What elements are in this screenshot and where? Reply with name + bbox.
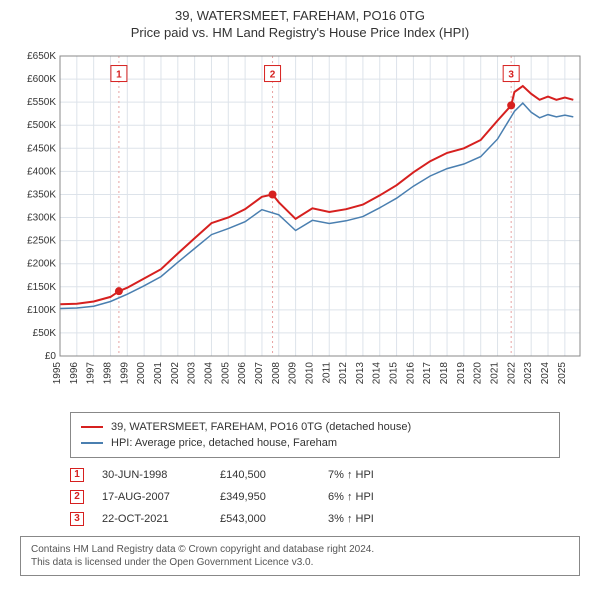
svg-text:2012: 2012 xyxy=(338,362,349,385)
svg-text:2025: 2025 xyxy=(557,362,568,385)
sales-row: 1 30-JUN-1998 £140,500 7% ↑ HPI xyxy=(70,464,560,486)
svg-text:2017: 2017 xyxy=(422,362,433,385)
svg-text:£450K: £450K xyxy=(27,143,56,154)
svg-text:2007: 2007 xyxy=(254,362,265,385)
title-line-2: Price paid vs. HM Land Registry's House … xyxy=(10,25,590,40)
svg-text:£0: £0 xyxy=(45,351,57,362)
svg-text:2016: 2016 xyxy=(405,362,416,385)
svg-text:2006: 2006 xyxy=(237,362,248,385)
svg-text:2023: 2023 xyxy=(523,362,534,385)
legend-swatch xyxy=(81,426,103,428)
svg-text:1: 1 xyxy=(116,70,122,81)
svg-text:2005: 2005 xyxy=(220,362,231,385)
sales-row: 2 17-AUG-2007 £349,950 6% ↑ HPI xyxy=(70,486,560,508)
sale-date: 17-AUG-2007 xyxy=(102,486,202,508)
price-chart: £0 £50K £100K £150K £200K £250K £300K £350K £400… xyxy=(10,46,590,406)
svg-text:2004: 2004 xyxy=(203,362,214,385)
svg-text:2014: 2014 xyxy=(372,362,383,385)
sale-pct: 7% ↑ HPI xyxy=(328,464,408,486)
titles: 39, WATERSMEET, FAREHAM, PO16 0TG Price … xyxy=(10,8,590,40)
footnote-line-2: This data is licensed under the Open Gov… xyxy=(31,556,569,569)
sale-price: £349,950 xyxy=(220,486,310,508)
svg-text:2015: 2015 xyxy=(389,362,400,385)
svg-text:3: 3 xyxy=(508,70,514,81)
svg-text:2024: 2024 xyxy=(540,362,551,385)
footnote-line-1: Contains HM Land Registry data © Crown c… xyxy=(31,543,569,556)
sale-marker-icon: 3 xyxy=(70,512,84,526)
svg-text:2008: 2008 xyxy=(271,362,282,385)
svg-text:2009: 2009 xyxy=(288,362,299,385)
legend-item: HPI: Average price, detached house, Fare… xyxy=(81,435,549,451)
svg-text:2022: 2022 xyxy=(506,362,517,385)
legend: 39, WATERSMEET, FAREHAM, PO16 0TG (detac… xyxy=(70,412,560,458)
svg-text:2019: 2019 xyxy=(456,362,467,385)
svg-text:1998: 1998 xyxy=(102,362,113,385)
svg-text:1997: 1997 xyxy=(86,362,97,385)
svg-text:2000: 2000 xyxy=(136,362,147,385)
svg-text:2: 2 xyxy=(270,70,276,81)
svg-text:£300K: £300K xyxy=(27,213,56,224)
svg-text:2013: 2013 xyxy=(355,362,366,385)
sale-marker-icon: 2 xyxy=(70,490,84,504)
svg-text:2010: 2010 xyxy=(304,362,315,385)
svg-text:£250K: £250K xyxy=(27,236,56,247)
svg-text:2001: 2001 xyxy=(153,362,164,385)
svg-text:£350K: £350K xyxy=(27,189,56,200)
svg-text:2020: 2020 xyxy=(473,362,484,385)
svg-text:£50K: £50K xyxy=(33,328,57,339)
legend-swatch xyxy=(81,442,103,444)
legend-label: HPI: Average price, detached house, Fare… xyxy=(111,435,337,451)
chart-container: 39, WATERSMEET, FAREHAM, PO16 0TG Price … xyxy=(0,0,600,582)
sales-table: 1 30-JUN-1998 £140,500 7% ↑ HPI 2 17-AUG… xyxy=(70,464,560,530)
svg-text:£150K: £150K xyxy=(27,282,56,293)
svg-text:1995: 1995 xyxy=(52,362,63,385)
svg-text:2021: 2021 xyxy=(490,362,501,385)
svg-text:£600K: £600K xyxy=(27,74,56,85)
legend-label: 39, WATERSMEET, FAREHAM, PO16 0TG (detac… xyxy=(111,419,411,435)
svg-text:2003: 2003 xyxy=(187,362,198,385)
svg-text:£200K: £200K xyxy=(27,259,56,270)
svg-text:2018: 2018 xyxy=(439,362,450,385)
svg-text:2011: 2011 xyxy=(321,362,332,384)
sale-price: £140,500 xyxy=(220,464,310,486)
sale-pct: 3% ↑ HPI xyxy=(328,508,408,530)
sale-date: 22-OCT-2021 xyxy=(102,508,202,530)
svg-text:2002: 2002 xyxy=(170,362,181,385)
title-line-1: 39, WATERSMEET, FAREHAM, PO16 0TG xyxy=(10,8,590,23)
sale-date: 30-JUN-1998 xyxy=(102,464,202,486)
sale-marker-icon: 1 xyxy=(70,468,84,482)
footnote: Contains HM Land Registry data © Crown c… xyxy=(20,536,580,576)
sale-price: £543,000 xyxy=(220,508,310,530)
svg-text:£100K: £100K xyxy=(27,305,56,316)
sales-row: 3 22-OCT-2021 £543,000 3% ↑ HPI xyxy=(70,508,560,530)
sale-pct: 6% ↑ HPI xyxy=(328,486,408,508)
svg-text:£550K: £550K xyxy=(27,97,56,108)
svg-text:£400K: £400K xyxy=(27,166,56,177)
svg-text:1996: 1996 xyxy=(69,362,80,385)
chart-area: £0 £50K £100K £150K £200K £250K £300K £350K £400… xyxy=(10,46,590,406)
legend-item: 39, WATERSMEET, FAREHAM, PO16 0TG (detac… xyxy=(81,419,549,435)
svg-text:£650K: £650K xyxy=(27,51,56,62)
svg-text:£500K: £500K xyxy=(27,120,56,131)
svg-text:1999: 1999 xyxy=(119,362,130,385)
